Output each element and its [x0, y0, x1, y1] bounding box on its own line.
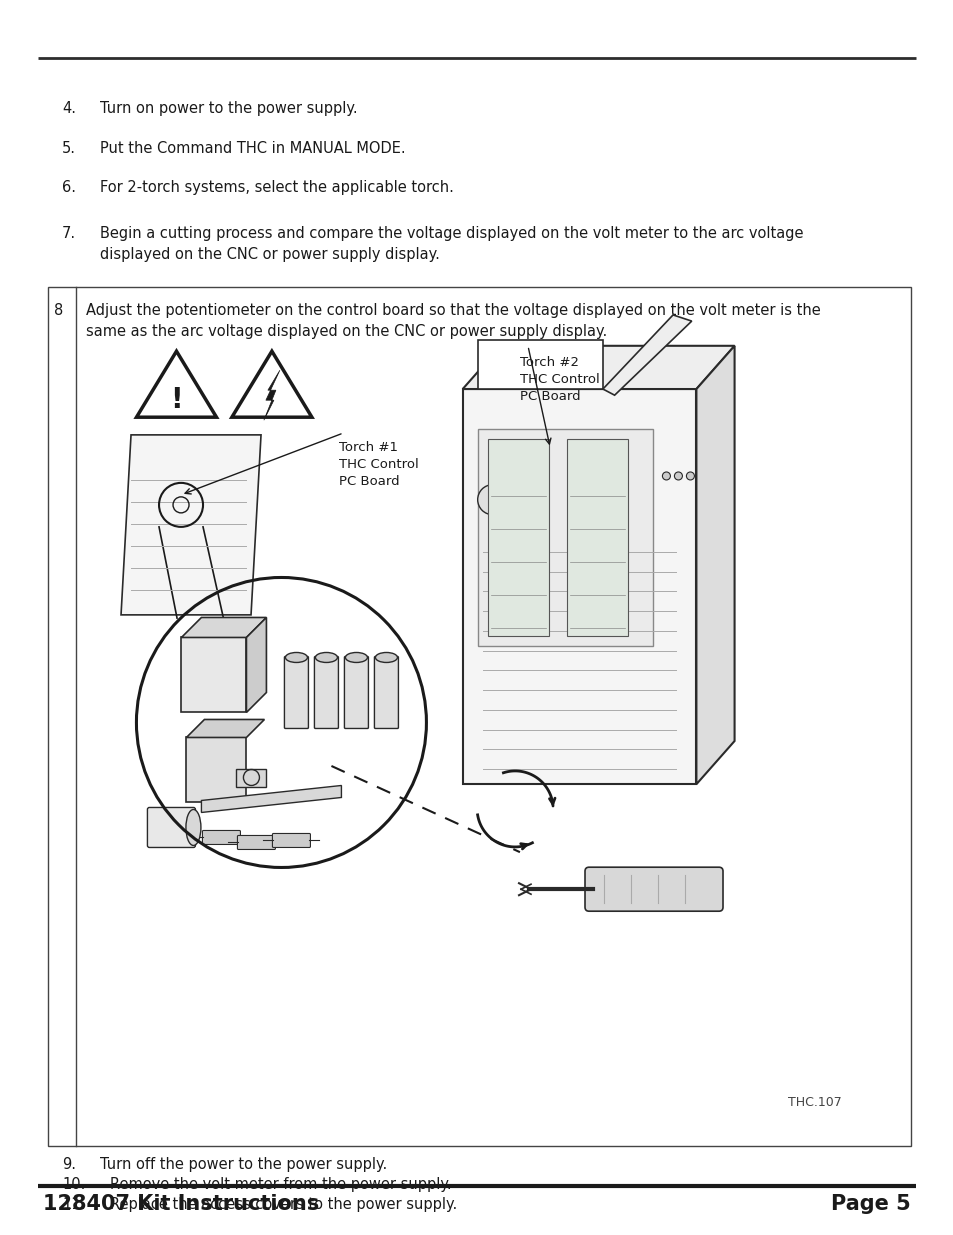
FancyBboxPatch shape	[344, 657, 368, 729]
FancyBboxPatch shape	[202, 830, 240, 845]
Text: THC.107: THC.107	[787, 1095, 841, 1109]
Polygon shape	[186, 720, 264, 737]
Text: Begin a cutting process and compare the voltage displayed on the volt meter to t: Begin a cutting process and compare the …	[100, 226, 802, 241]
FancyBboxPatch shape	[237, 835, 275, 850]
Text: Page 5: Page 5	[830, 1194, 910, 1214]
Text: Replace the access covers to the power supply.: Replace the access covers to the power s…	[110, 1197, 456, 1212]
Text: Turn on power to the power supply.: Turn on power to the power supply.	[100, 101, 357, 116]
Circle shape	[674, 472, 681, 480]
Circle shape	[136, 578, 426, 867]
Text: 10.: 10.	[62, 1177, 86, 1192]
Text: 128407 Kit Instructions: 128407 Kit Instructions	[43, 1194, 319, 1214]
FancyBboxPatch shape	[314, 657, 338, 729]
Ellipse shape	[285, 652, 307, 662]
Text: 5.: 5.	[62, 141, 76, 156]
Text: Put the Command THC in MANUAL MODE.: Put the Command THC in MANUAL MODE.	[100, 141, 405, 156]
FancyBboxPatch shape	[374, 657, 398, 729]
Circle shape	[477, 484, 507, 515]
Polygon shape	[246, 618, 266, 713]
Polygon shape	[477, 340, 602, 389]
Text: 4.: 4.	[62, 101, 76, 116]
Polygon shape	[264, 370, 279, 420]
Bar	[477, 429, 652, 646]
Polygon shape	[462, 346, 734, 389]
Text: Torch #2
THC Control
PC Board: Torch #2 THC Control PC Board	[519, 356, 599, 403]
Bar	[566, 438, 627, 636]
Bar	[462, 389, 696, 784]
Text: same as the arc voltage displayed on the CNC or power supply display.: same as the arc voltage displayed on the…	[86, 324, 606, 338]
Bar	[181, 637, 246, 713]
Text: Torch #1
THC Control
PC Board: Torch #1 THC Control PC Board	[338, 441, 418, 488]
Text: displayed on the CNC or power supply display.: displayed on the CNC or power supply dis…	[100, 247, 439, 262]
Ellipse shape	[345, 652, 367, 662]
FancyBboxPatch shape	[584, 867, 722, 911]
FancyBboxPatch shape	[284, 657, 308, 729]
Polygon shape	[696, 346, 734, 784]
Bar	[48, 287, 910, 1146]
Circle shape	[661, 472, 670, 480]
Bar	[236, 769, 266, 788]
Text: 8: 8	[54, 303, 64, 317]
Text: 9.: 9.	[62, 1157, 76, 1172]
Text: 7.: 7.	[62, 226, 76, 241]
Text: Turn off the power to the power supply.: Turn off the power to the power supply.	[100, 1157, 387, 1172]
Bar	[186, 737, 246, 803]
Text: 11.: 11.	[62, 1197, 85, 1212]
Text: Remove the volt meter from the power supply.: Remove the volt meter from the power sup…	[110, 1177, 451, 1192]
Bar	[487, 438, 549, 636]
Text: 6.: 6.	[62, 180, 76, 195]
Ellipse shape	[315, 652, 337, 662]
Text: For 2-torch systems, select the applicable torch.: For 2-torch systems, select the applicab…	[100, 180, 454, 195]
Ellipse shape	[375, 652, 397, 662]
Circle shape	[686, 472, 694, 480]
FancyBboxPatch shape	[148, 808, 195, 847]
Polygon shape	[121, 435, 261, 615]
Text: Adjust the potentiometer on the control board so that the voltage displayed on t: Adjust the potentiometer on the control …	[86, 303, 820, 317]
Polygon shape	[201, 785, 341, 813]
Polygon shape	[602, 315, 691, 395]
Ellipse shape	[186, 809, 201, 846]
Text: !: !	[170, 387, 183, 414]
FancyBboxPatch shape	[273, 834, 310, 847]
Polygon shape	[181, 618, 266, 637]
